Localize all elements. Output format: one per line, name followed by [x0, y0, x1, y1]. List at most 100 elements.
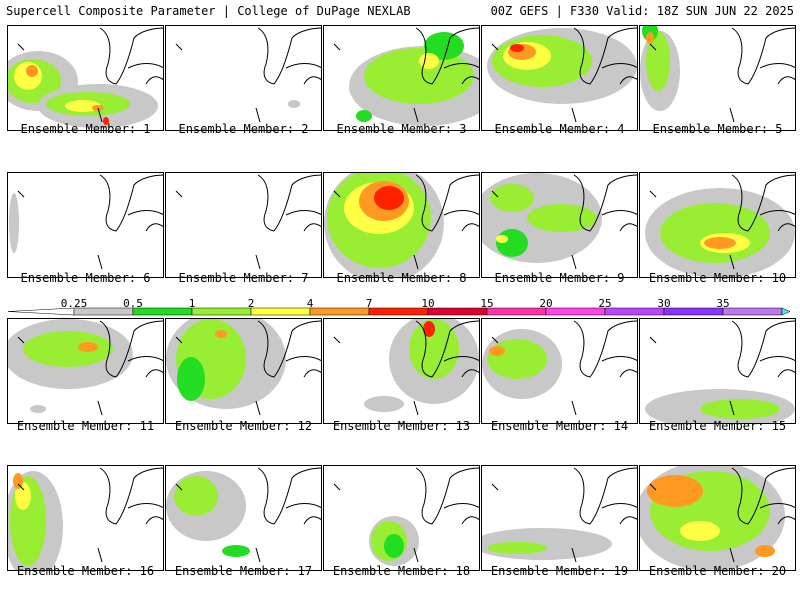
- scp-contour-area: [487, 542, 547, 554]
- coastline-outline: [491, 320, 637, 416]
- ensemble-map-panel: [7, 172, 164, 278]
- ensemble-member-label: Ensemble Member: 10: [648, 271, 787, 285]
- colorbar-tick-label: 10: [421, 297, 435, 310]
- ensemble-member-label: Ensemble Member: 17: [174, 564, 313, 578]
- coastline-outline: [17, 174, 163, 270]
- scp-contour-area: [374, 186, 404, 210]
- scp-contour-area: [527, 204, 597, 232]
- colorbar-segment: [427, 307, 488, 316]
- colorbar-segment: [486, 307, 547, 316]
- ensemble-map-panel: [165, 318, 322, 424]
- coastline-outline: [175, 320, 321, 416]
- ensemble-member-label: Ensemble Member: 18: [332, 564, 471, 578]
- ensemble-map-panel: [323, 465, 480, 571]
- scp-contour-area: [419, 53, 439, 69]
- scp-field-map: [482, 467, 637, 563]
- colorbar-tick-label: 35: [716, 297, 730, 310]
- ensemble-member-label: Ensemble Member: 8: [336, 271, 467, 285]
- colorbar-segment: [545, 307, 606, 316]
- ensemble-member-label: Ensemble Member: 5: [652, 122, 783, 136]
- coastline-outline: [649, 174, 795, 270]
- colorbar-tick-label: 2: [247, 297, 255, 310]
- coastline-outline: [649, 467, 795, 563]
- scp-field-map: [645, 320, 795, 423]
- scp-field-map: [482, 173, 637, 270]
- scp-contour-area: [660, 203, 770, 263]
- ensemble-member-label: Ensemble Member: 6: [20, 271, 151, 285]
- coastline-outline: [175, 467, 321, 563]
- colorbar: [7, 307, 791, 316]
- colorbar-segment: [368, 307, 429, 316]
- scp-contour-area: [9, 193, 19, 253]
- colorbar-tick-label: 25: [598, 297, 612, 310]
- coastline-outline: [333, 320, 479, 416]
- scp-contour-area: [364, 396, 404, 412]
- ensemble-member-label: Ensemble Member: 13: [332, 419, 471, 433]
- scp-field-map: [175, 174, 321, 270]
- scp-contour-area: [490, 184, 534, 212]
- coastline-outline: [649, 320, 795, 416]
- coastline-outline: [17, 467, 163, 563]
- coastline-outline: [175, 27, 321, 123]
- colorbar-segment: [191, 307, 252, 316]
- ensemble-map-panel: [7, 25, 164, 131]
- scp-contour-area: [489, 346, 505, 356]
- ensemble-map-panel: [165, 465, 322, 571]
- scp-contour-area: [222, 545, 250, 557]
- ensemble-member-label: Ensemble Member: 3: [336, 122, 467, 136]
- ensemble-map-panel: [323, 25, 480, 131]
- coastline-outline: [17, 27, 163, 123]
- scp-field-map: [8, 319, 163, 416]
- scp-contour-area: [424, 32, 464, 60]
- scp-contour-area: [177, 357, 205, 401]
- colorbar-tick-label: 0.25: [60, 297, 88, 310]
- ensemble-map-panel: [165, 25, 322, 131]
- scp-contour-area: [215, 330, 227, 338]
- colorbar-segment: [663, 307, 724, 316]
- scp-field-map: [645, 174, 795, 277]
- coastline-outline: [491, 27, 637, 123]
- scp-contour-area: [496, 235, 508, 243]
- scp-contour-area: [26, 65, 38, 77]
- scp-field-map: [166, 467, 321, 563]
- colorbar-segment: [309, 307, 370, 316]
- scp-field-map: [8, 467, 163, 570]
- ensemble-member-label: Ensemble Member: 20: [648, 564, 787, 578]
- scp-field-map: [175, 27, 321, 123]
- scp-contour-area: [647, 475, 703, 507]
- scp-contour-area: [680, 521, 720, 541]
- scp-contour-area: [510, 44, 524, 52]
- scp-contour-area: [13, 473, 23, 489]
- scp-contour-area: [288, 100, 300, 108]
- ensemble-member-label: Ensemble Member: 19: [490, 564, 629, 578]
- colorbar-segment: [604, 307, 665, 316]
- scp-contour-area: [423, 321, 435, 337]
- scp-contour-area: [14, 62, 42, 90]
- ensemble-map-panel: [639, 465, 796, 571]
- ensemble-map-panel: [323, 172, 480, 278]
- ensemble-map-panel: [165, 172, 322, 278]
- ensemble-map-panel: [7, 318, 164, 424]
- ensemble-member-label: Ensemble Member: 12: [174, 419, 313, 433]
- ensemble-map-panel: [481, 318, 638, 424]
- scp-field-map: [333, 319, 479, 416]
- coastline-outline: [333, 27, 479, 123]
- scp-contour-area: [364, 48, 474, 104]
- scp-contour-area: [30, 405, 46, 413]
- ensemble-map-panel: [639, 172, 796, 278]
- colorbar-tick-label: 4: [306, 297, 314, 310]
- scp-field-map: [640, 466, 795, 570]
- scp-contour-area: [103, 117, 109, 125]
- coastline-outline: [333, 467, 479, 563]
- ensemble-map-panel: [481, 25, 638, 131]
- scp-field-map: [333, 27, 479, 126]
- colorbar-tick-label: 15: [480, 297, 494, 310]
- scp-contour-area: [496, 229, 528, 257]
- colorbar-tick-label: 30: [657, 297, 671, 310]
- ensemble-member-label: Ensemble Member: 15: [648, 419, 787, 433]
- scp-contour-area: [15, 482, 31, 510]
- scp-contour-area: [409, 319, 459, 379]
- coastline-outline: [17, 320, 163, 416]
- page-title: Supercell Composite Parameter | College …: [6, 4, 411, 18]
- ensemble-member-label: Ensemble Member: 9: [494, 271, 625, 285]
